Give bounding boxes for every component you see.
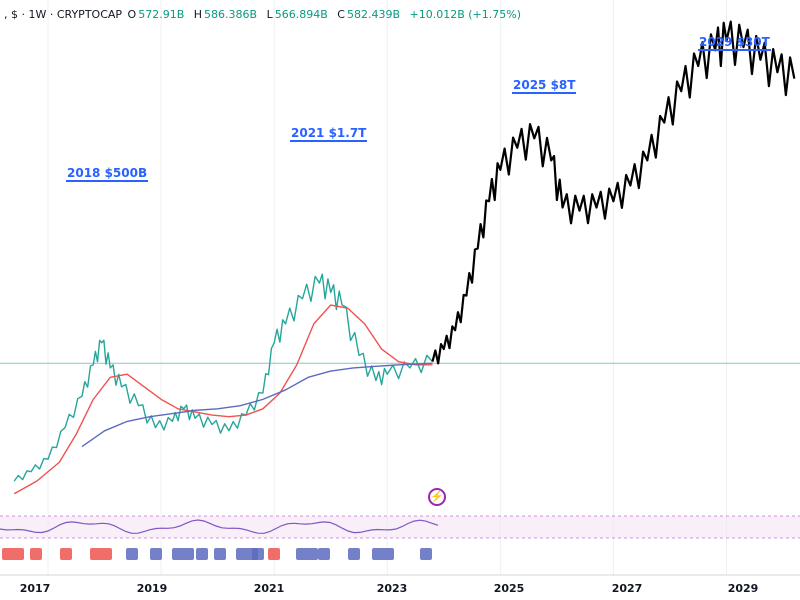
event-marker <box>252 548 264 560</box>
symbol-title[interactable]: , $ · 1W · CRYPTOCAP <box>4 8 123 21</box>
annotation-2018[interactable]: 2018 $500B <box>66 166 149 182</box>
high-label: H <box>193 8 203 21</box>
x-tick-2027: 2027 <box>611 582 643 595</box>
series-projection <box>431 20 796 365</box>
annotation-2029[interactable]: 2029 $30T <box>698 35 771 51</box>
series-ma_slow <box>81 362 433 448</box>
open-label: O <box>127 8 137 21</box>
x-tick-2021: 2021 <box>253 582 285 595</box>
x-tick-2029: 2029 <box>727 582 759 595</box>
event-marker <box>196 548 208 560</box>
event-marker <box>348 548 360 560</box>
x-tick-2023: 2023 <box>376 582 408 595</box>
grid <box>0 0 800 576</box>
event-marker <box>296 548 318 560</box>
rsi-pane <box>0 515 800 539</box>
series-layer <box>13 20 796 495</box>
rsi-line <box>0 519 439 534</box>
annotation-2021[interactable]: 2021 $1.7T <box>290 126 368 142</box>
event-marker <box>372 548 394 560</box>
low-value: 566.894B <box>274 8 328 21</box>
close-value: 582.439B <box>346 8 401 21</box>
event-marker <box>172 548 194 560</box>
low-label: L <box>266 8 273 21</box>
event-marker <box>318 548 330 560</box>
x-tick-2017: 2017 <box>19 582 51 595</box>
event-marker <box>268 548 280 560</box>
event-marker <box>150 548 162 560</box>
x-tick-2025: 2025 <box>493 582 525 595</box>
lightning-icon[interactable]: ⚡ <box>428 488 446 506</box>
change-value: +10.012B (+1.75%) <box>409 8 522 21</box>
close-label: C <box>337 8 345 21</box>
event-marker <box>2 548 24 560</box>
series-price <box>13 273 434 482</box>
event-marker <box>60 548 72 560</box>
series-ma_fast <box>13 304 433 495</box>
symbol-legend: , $ · 1W · CRYPTOCAP O 572.91B H 586.386B … <box>4 8 523 21</box>
event-marker <box>214 548 226 560</box>
event-marker <box>126 548 138 560</box>
open-value: 572.91B <box>138 8 185 21</box>
event-marker <box>30 548 42 560</box>
annotation-2025[interactable]: 2025 $8T <box>512 78 577 94</box>
event-marker <box>420 548 432 560</box>
high-value: 586.386B <box>204 8 258 21</box>
event-markers <box>2 548 432 560</box>
event-marker <box>90 548 112 560</box>
x-tick-2019: 2019 <box>136 582 168 595</box>
